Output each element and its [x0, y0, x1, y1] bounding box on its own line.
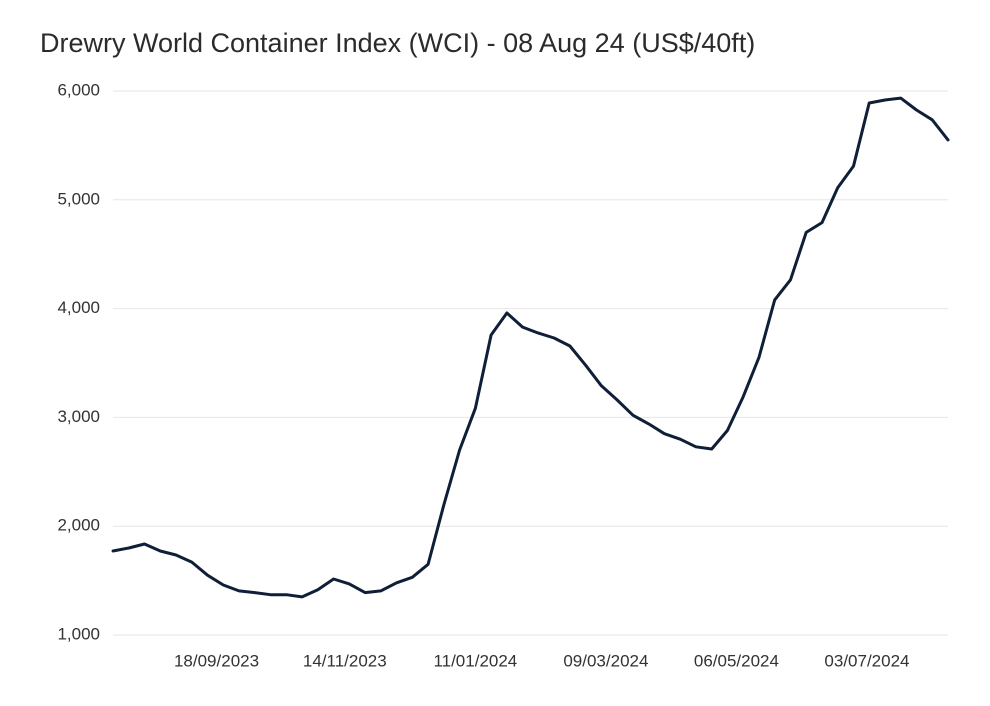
y-tick-label: 6,000	[57, 80, 100, 99]
x-tick-label: 03/07/2024	[824, 651, 909, 670]
x-tick-label: 11/01/2024	[433, 651, 517, 670]
y-tick-label: 2,000	[57, 516, 100, 535]
y-tick-label: 5,000	[57, 189, 100, 208]
x-tick-label: 14/11/2023	[303, 651, 387, 670]
x-tick-label: 09/03/2024	[563, 651, 648, 670]
series-line	[111, 96, 950, 599]
y-tick-label: 1,000	[57, 624, 100, 643]
x-tick-label: 18/09/2023	[174, 651, 259, 670]
y-tick-label: 3,000	[57, 407, 100, 426]
chart-title: Drewry World Container Index (WCI) - 08 …	[40, 28, 755, 58]
x-tick-label: 06/05/2024	[694, 651, 779, 670]
y-tick-label: 4,000	[57, 298, 100, 317]
